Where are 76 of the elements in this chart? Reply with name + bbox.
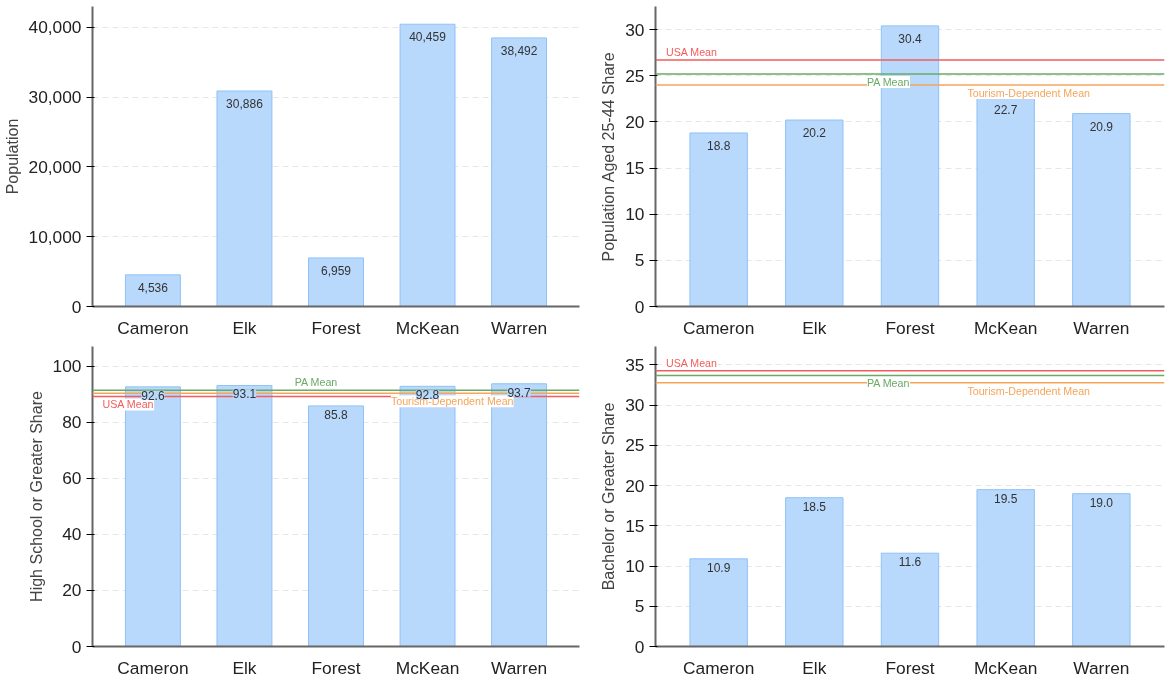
y-tick-label: 5 bbox=[634, 596, 645, 617]
data-label: 93.7 bbox=[507, 385, 532, 400]
y-tick-label: 0 bbox=[634, 296, 645, 317]
x-tick-label: McKean bbox=[973, 657, 1038, 678]
ref-line-label: USA Mean bbox=[666, 356, 718, 369]
ref-line-label: PA Mean bbox=[294, 376, 338, 389]
x-tick-label: Warren bbox=[1073, 657, 1130, 678]
x-tick-label: Warren bbox=[491, 657, 548, 678]
y-tick-label: 10 bbox=[625, 204, 645, 225]
y-tick-label: 100 bbox=[52, 356, 82, 377]
data-label: 38,492 bbox=[500, 43, 538, 58]
data-label: 30,886 bbox=[226, 97, 264, 112]
y-tick-label: 15 bbox=[625, 158, 645, 179]
y-axis-title: High School or Greater Share bbox=[27, 391, 45, 602]
x-tick-label: Forest bbox=[885, 657, 935, 678]
y-tick-label: 0 bbox=[71, 296, 82, 317]
y-tick-label: 80 bbox=[62, 412, 82, 433]
ref-line-label: USA Mean bbox=[666, 46, 718, 59]
y-tick-label: 20,000 bbox=[28, 156, 82, 177]
data-label: 4,536 bbox=[137, 280, 169, 295]
data-label: 6,959 bbox=[320, 263, 352, 278]
y-tick-label: 35 bbox=[625, 355, 645, 375]
x-tick-label: Forest bbox=[885, 317, 935, 338]
x-tick-label: McKean bbox=[973, 317, 1038, 338]
y-tick-label: 20 bbox=[625, 475, 645, 496]
x-tick-label: Cameron bbox=[117, 317, 189, 338]
ref-line-label: PA Mean bbox=[866, 377, 910, 390]
data-label: 20.2 bbox=[802, 126, 827, 141]
y-tick-label: 40 bbox=[62, 524, 82, 545]
data-label: 93.1 bbox=[232, 387, 257, 402]
x-tick-label: Cameron bbox=[683, 657, 755, 678]
x-tick-label: Forest bbox=[311, 657, 361, 678]
x-tick-label: Warren bbox=[1073, 317, 1130, 338]
y-tick-label: 40,000 bbox=[28, 17, 82, 38]
x-tick-label: McKean bbox=[395, 657, 460, 678]
x-tick-label: Warren bbox=[491, 317, 548, 338]
data-label: 22.7 bbox=[994, 102, 1018, 117]
data-label: 11.6 bbox=[898, 555, 922, 570]
data-label: 18.5 bbox=[802, 499, 827, 514]
data-label: 20.9 bbox=[1089, 119, 1114, 134]
y-tick-label: 20 bbox=[62, 580, 82, 601]
x-tick-label: Cameron bbox=[117, 657, 189, 678]
data-label: 19.5 bbox=[994, 491, 1018, 506]
x-tick-label: Forest bbox=[311, 317, 361, 338]
x-tick-label: Cameron bbox=[683, 317, 755, 338]
y-axis-title: Population Aged 25-44 Share bbox=[600, 52, 618, 262]
y-tick-label: 15 bbox=[625, 515, 645, 536]
y-tick-label: 5 bbox=[634, 250, 645, 271]
y-axis-title: Bachelor or Greater Share bbox=[600, 402, 618, 591]
y-tick-label: 0 bbox=[634, 636, 645, 657]
data-label: 30.4 bbox=[898, 31, 922, 46]
x-tick-label: Elk bbox=[802, 317, 827, 338]
y-tick-label: 30,000 bbox=[28, 87, 82, 108]
x-tick-label: Elk bbox=[802, 657, 827, 678]
ref-line-label: Tourism-Dependent Mean bbox=[967, 86, 1091, 99]
data-label: 85.8 bbox=[324, 407, 348, 422]
y-tick-label: 25 bbox=[625, 435, 645, 456]
y-tick-label: 60 bbox=[62, 468, 82, 489]
y-tick-label: 10,000 bbox=[28, 226, 82, 247]
x-tick-label: Elk bbox=[232, 657, 257, 678]
y-tick-label: 0 bbox=[71, 636, 82, 657]
y-tick-label: 20 bbox=[625, 111, 645, 132]
data-label: 10.9 bbox=[706, 560, 731, 575]
y-tick-label: 30 bbox=[625, 19, 645, 40]
x-tick-label: Elk bbox=[232, 317, 257, 338]
x-tick-label: McKean bbox=[395, 317, 460, 338]
ref-line-label: PA Mean bbox=[866, 75, 910, 88]
data-label: 18.8 bbox=[706, 138, 731, 153]
ref-line-label: Tourism-Dependent Mean bbox=[967, 384, 1091, 397]
y-tick-label: 30 bbox=[625, 395, 645, 416]
y-tick-label: 25 bbox=[625, 65, 645, 86]
data-label: 19.0 bbox=[1089, 495, 1114, 510]
data-label: 92.6 bbox=[141, 388, 165, 403]
y-axis-title: Population bbox=[3, 118, 21, 195]
data-label: 40,459 bbox=[409, 30, 447, 45]
y-tick-label: 10 bbox=[625, 556, 645, 577]
